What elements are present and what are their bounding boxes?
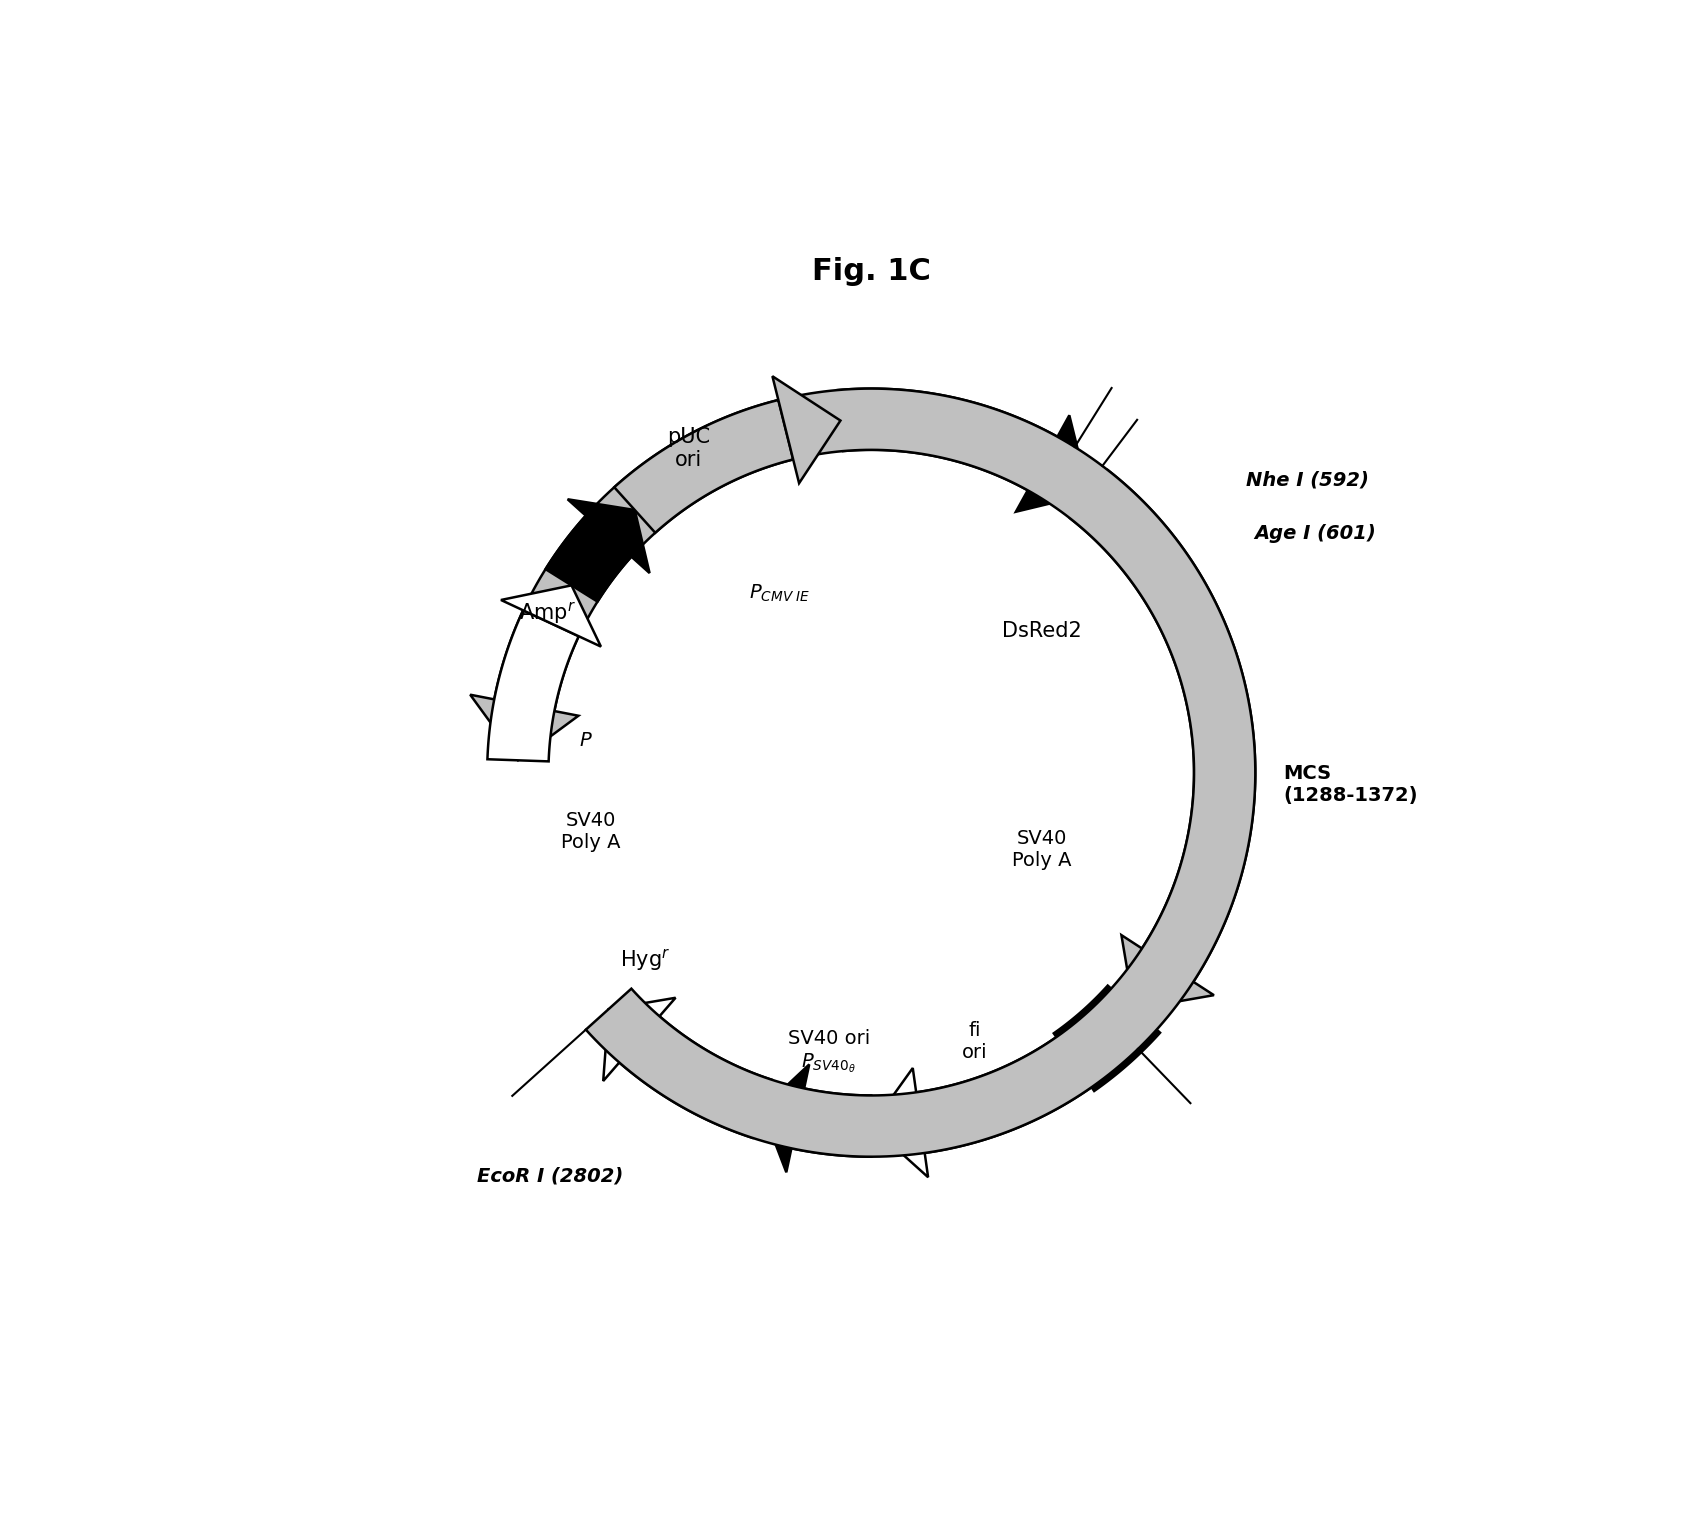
Text: SV40
Poly A: SV40 Poly A (1012, 829, 1071, 869)
Text: Fig. 1C: Fig. 1C (813, 257, 930, 286)
Polygon shape (488, 610, 578, 762)
Polygon shape (916, 1037, 1091, 1154)
Polygon shape (1069, 470, 1255, 982)
Text: SV40
Poly A: SV40 Poly A (561, 811, 620, 852)
Polygon shape (604, 998, 675, 1082)
Text: $\it{P}$: $\it{P}$ (580, 731, 593, 750)
Text: pUC
ori: pUC ori (666, 427, 711, 470)
Polygon shape (792, 1088, 870, 1157)
Polygon shape (762, 1065, 809, 1172)
Polygon shape (838, 389, 1057, 490)
Polygon shape (1122, 935, 1214, 1010)
Polygon shape (546, 516, 631, 601)
Text: DsRed2: DsRed2 (1003, 621, 1081, 641)
Text: MCS
(1288-1372): MCS (1288-1372) (1284, 763, 1418, 805)
Polygon shape (568, 499, 649, 574)
Polygon shape (495, 389, 1255, 1157)
Polygon shape (502, 586, 600, 647)
Polygon shape (1054, 985, 1159, 1091)
Polygon shape (614, 399, 794, 532)
Text: Nhe I (592): Nhe I (592) (1246, 471, 1368, 490)
Polygon shape (619, 1016, 772, 1138)
Polygon shape (1017, 415, 1088, 511)
Text: SV40 ori
$P_{SV40_\theta}$: SV40 ori $P_{SV40_\theta}$ (787, 1030, 870, 1074)
Polygon shape (870, 1068, 928, 1177)
Text: $P_{CMV\ IE}$: $P_{CMV\ IE}$ (748, 583, 809, 604)
Text: Hyg$^r$: Hyg$^r$ (620, 949, 670, 975)
Text: Age I (601): Age I (601) (1255, 523, 1375, 543)
Polygon shape (471, 695, 578, 760)
Text: EcoR I (2802): EcoR I (2802) (476, 1166, 622, 1186)
Text: Amp$^r$: Amp$^r$ (518, 600, 576, 627)
Polygon shape (772, 376, 840, 483)
Text: fi
ori: fi ori (962, 1021, 988, 1062)
